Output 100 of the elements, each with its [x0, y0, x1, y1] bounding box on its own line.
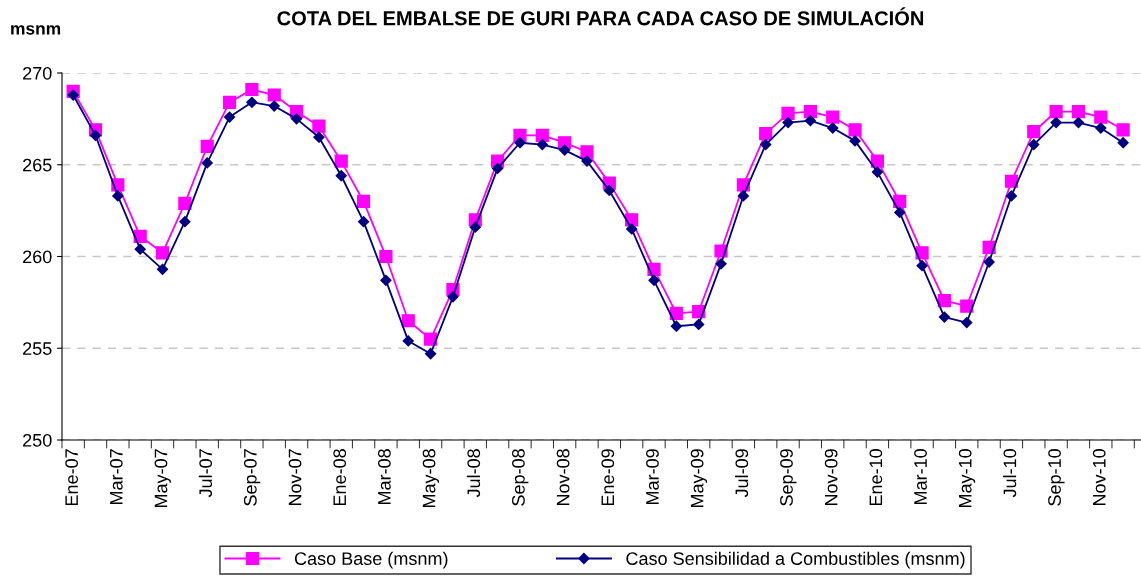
- point: [357, 216, 370, 228]
- point: [693, 318, 705, 330]
- point: [1095, 122, 1107, 134]
- point: [804, 115, 816, 127]
- point: [313, 131, 325, 143]
- point: [536, 138, 548, 151]
- point: [290, 113, 303, 125]
- x-tick-label: Mar-07: [109, 449, 123, 505]
- legend-label: Caso Sensibilidad a Combustibles (msnm): [626, 551, 965, 569]
- y-axis-title: msnm: [11, 25, 61, 35]
- point: [268, 100, 280, 112]
- point: [312, 119, 326, 133]
- point: [134, 243, 146, 255]
- point: [782, 116, 794, 129]
- point: [648, 274, 660, 286]
- x-tick-label: Nov-09: [824, 449, 838, 506]
- point: [960, 299, 974, 313]
- point: [1071, 104, 1086, 119]
- point: [223, 111, 236, 123]
- point: [1117, 137, 1129, 149]
- point: [535, 128, 549, 142]
- point: [580, 145, 594, 159]
- point: [424, 348, 437, 360]
- point: [447, 291, 459, 303]
- point: [603, 184, 615, 197]
- point: [871, 166, 883, 178]
- point: [803, 104, 817, 119]
- x-tick-label: Jul-08: [466, 449, 481, 498]
- point: [67, 89, 79, 101]
- x-tick-label: May-09: [690, 449, 708, 508]
- x-tick-label: May-08: [422, 449, 440, 508]
- point: [1050, 116, 1062, 129]
- y-tick-label: 265: [23, 158, 52, 172]
- point: [179, 216, 191, 228]
- point: [715, 258, 727, 270]
- point: [1028, 138, 1040, 151]
- point: [938, 311, 951, 323]
- point: [356, 194, 371, 209]
- point: [89, 129, 102, 141]
- y-tick-label: 260: [23, 250, 52, 264]
- point: [669, 306, 683, 320]
- point: [267, 88, 281, 102]
- x-tick-label: Ene-07: [65, 449, 79, 506]
- point: [916, 260, 928, 272]
- point: [200, 139, 214, 153]
- x-tick-label: Sep-10: [1048, 449, 1065, 506]
- x-tick-label: Nov-08: [556, 449, 570, 506]
- point: [380, 274, 392, 286]
- point: [961, 316, 973, 329]
- x-tick-label: Jul-07: [198, 449, 213, 498]
- x-tick-label: Ene-08: [333, 449, 347, 506]
- point: [759, 126, 773, 141]
- point: [156, 263, 169, 275]
- point: [626, 223, 638, 235]
- point: [827, 122, 839, 134]
- point: [670, 320, 682, 332]
- point: [826, 110, 840, 124]
- point: [402, 335, 414, 347]
- point: [335, 170, 347, 182]
- x-tick-label: May-10: [958, 449, 976, 508]
- x-tick-label: May-07: [154, 449, 171, 508]
- x-tick-label: Nov-10: [1092, 449, 1106, 506]
- point: [1116, 123, 1130, 137]
- point: [112, 190, 124, 202]
- point: [469, 221, 481, 233]
- point: [760, 138, 772, 151]
- point: [894, 206, 906, 219]
- x-tick-label: Mar-08: [377, 449, 391, 505]
- point: [201, 157, 213, 169]
- point: [870, 154, 884, 168]
- point: [492, 162, 504, 175]
- x-tick-label: Mar-10: [914, 449, 927, 505]
- point: [737, 190, 749, 202]
- x-tick-label: Sep-08: [512, 449, 529, 506]
- point: [848, 123, 862, 137]
- point: [222, 95, 237, 109]
- y-tick-label: 250: [23, 433, 52, 447]
- x-tick-label: Ene-09: [601, 449, 615, 506]
- x-tick-label: Jul-10: [1003, 449, 1017, 498]
- point: [1049, 104, 1063, 119]
- point: [246, 96, 258, 108]
- point: [155, 246, 170, 260]
- point: [334, 154, 348, 168]
- point: [1072, 116, 1085, 129]
- point: [401, 314, 415, 328]
- y-tick-label: 270: [23, 66, 52, 80]
- x-tick-label: Sep-07: [243, 449, 261, 506]
- point: [379, 249, 393, 264]
- y-tick-label: 255: [23, 342, 52, 355]
- x-tick-label: Ene-10: [869, 449, 883, 506]
- point: [178, 196, 192, 210]
- point: [245, 82, 259, 97]
- chart-title: COTA DEL EMBALSE DE GURI PARA CADA CASO DE SIMULACIÓN: [277, 7, 924, 26]
- point: [781, 106, 795, 120]
- point: [514, 137, 526, 149]
- point: [1094, 110, 1108, 124]
- point: [1027, 125, 1041, 139]
- x-tick-label: Nov-07: [288, 449, 302, 506]
- point: [1005, 190, 1018, 202]
- point: [937, 293, 952, 308]
